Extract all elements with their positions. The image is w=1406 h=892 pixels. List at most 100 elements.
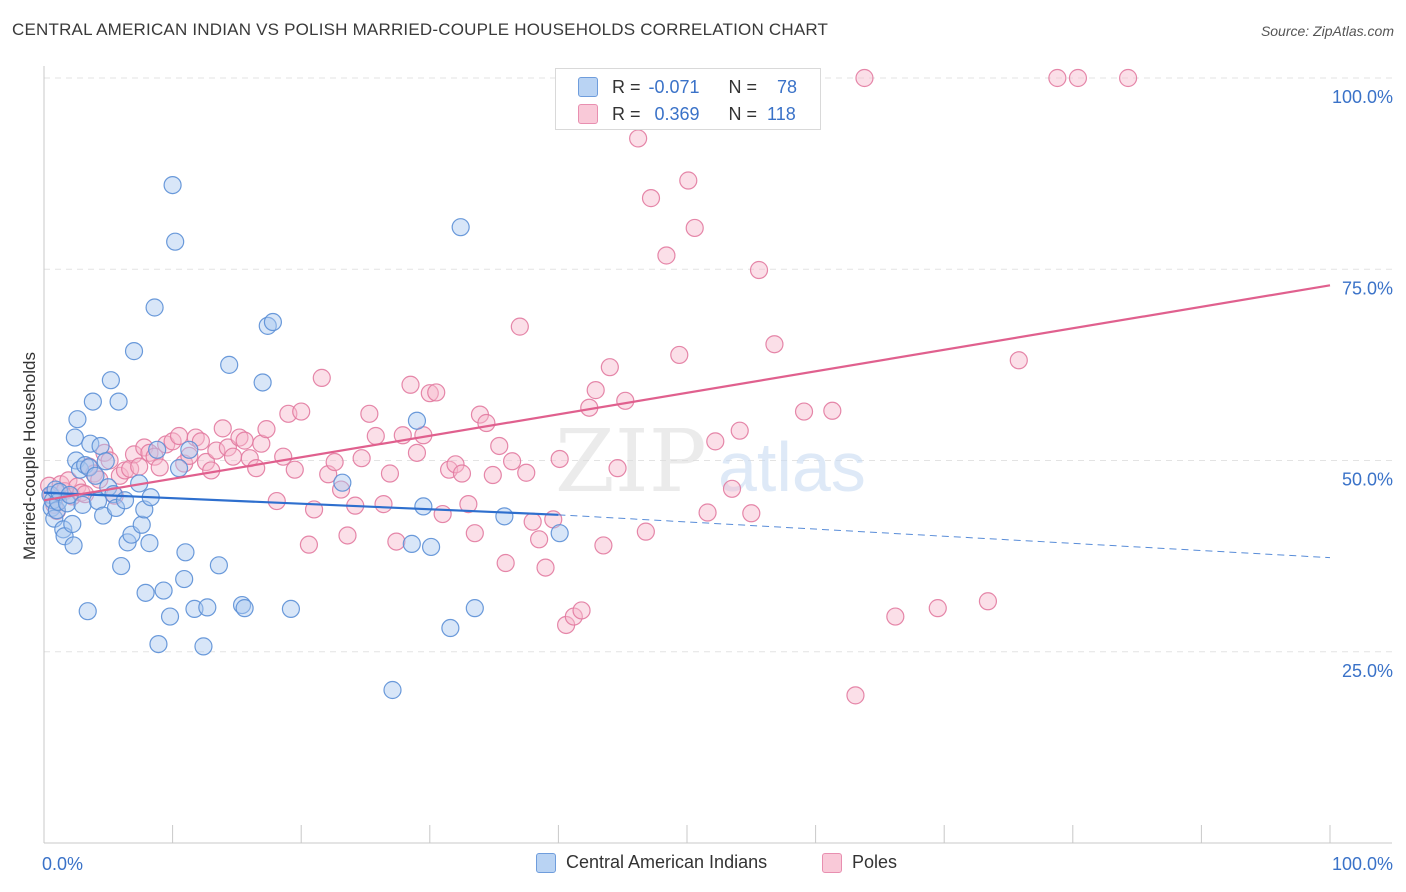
data-point [380,464,400,483]
data-point [1048,68,1067,88]
stats-row-poles: R = 0.369 N = 118 [578,101,796,127]
data-point [421,537,441,557]
data-point [608,459,627,478]
data-point [96,452,115,471]
data-point [636,522,655,541]
data-point [232,595,252,615]
gridlines [44,77,1392,653]
data-point [78,602,97,621]
data-point [427,383,446,402]
data-point [685,218,704,238]
data-point [387,532,406,551]
data-point [730,421,749,440]
data-point [978,592,998,611]
data-point [1009,351,1028,370]
stats-r-value: -0.071 [648,76,700,97]
data-point [414,497,433,516]
data-point [446,455,465,474]
trend-lines [43,284,1331,559]
data-point [616,391,635,410]
data-point [180,446,199,466]
data-point [374,495,393,514]
data-point [594,536,613,555]
data-point [523,512,542,531]
data-point [180,440,199,459]
trend-line-central-american-indians [43,491,559,516]
x-tick-label: 0.0% [42,854,83,874]
data-point [207,441,226,460]
data-point [63,514,82,534]
data-point [73,495,92,514]
data-point [352,449,371,468]
data-point [166,232,185,251]
legend-item-poles[interactable]: Poles [822,852,897,873]
data-point [333,473,352,492]
data-point [263,312,283,332]
stats-row-central-american-indians: R = -0.071 N = 78 [578,74,797,100]
watermark: ZIP atlas [555,412,866,512]
data-point [86,466,105,485]
data-point [218,438,237,457]
data-point [331,480,351,499]
data-point [220,355,239,374]
data-point [65,428,84,447]
watermark-zip: ZIP [555,412,707,512]
stats-n-label: N = [728,76,758,97]
stats-n-value: 78 [777,76,798,97]
data-point [148,440,167,459]
data-point [312,368,331,387]
data-point [366,426,385,446]
legend-label: Central American Indians [566,852,768,872]
legend-swatch-pink [822,852,842,873]
data-point [325,452,344,472]
data-point [110,466,129,485]
legend-label: Poles [852,852,898,872]
stats-legend: R = -0.071 N = 78 R = 0.369 N = 118 [555,68,821,130]
data-point [299,535,319,554]
legend-swatch-blue [536,852,556,873]
data-point [83,392,102,411]
data-point [176,543,195,562]
data-point [360,404,379,423]
data-point [496,553,515,573]
data-point [698,503,717,522]
data-point [451,218,470,237]
data-point [433,504,452,524]
data-point [465,599,484,618]
chart-title: CENTRAL AMERICAN INDIAN VS POLISH MARRIE… [12,20,829,39]
data-point [629,129,648,148]
poles-points [40,68,1138,705]
data-point [257,420,276,439]
data-point [235,431,254,450]
data-point [441,618,460,638]
watermark-atlas: atlas [718,428,866,506]
data-point [459,495,478,514]
data-point [101,371,120,390]
data-point [247,459,266,478]
data-point [68,410,87,429]
data-point [490,436,509,456]
data-point [452,464,472,483]
data-point [149,634,168,654]
data-point [550,524,569,543]
y-tick-label: 100.0% [1332,87,1393,107]
data-point [495,507,514,526]
data-point [267,491,286,511]
legend-item-central-american-indians[interactable]: Central American Indians [536,852,767,873]
central-american-indians-points [41,176,569,700]
axes [43,66,1392,844]
data-point [402,534,421,553]
data-point [855,68,874,88]
stats-swatch-pink [578,104,598,124]
data-point [722,479,742,498]
data-point [132,515,151,534]
data-point [194,637,213,656]
data-point [136,583,155,602]
data-point [230,428,249,447]
data-point [657,246,676,265]
data-point [292,402,311,421]
data-point [420,384,439,403]
data-point [64,536,83,555]
axis-labels: 25.0% 50.0% 75.0% 100.0% 0.0% 100.0% Married-c… [20,87,1393,874]
data-point [517,463,536,482]
